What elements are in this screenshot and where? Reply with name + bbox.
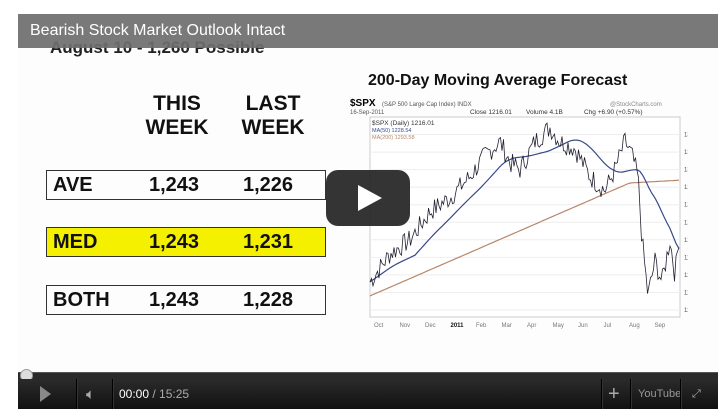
fullscreen-button[interactable]: ⤢	[692, 379, 701, 409]
y-tick-label: 1350	[684, 133, 688, 139]
ma200-line	[369, 179, 680, 297]
chart-close: Close 1216.01	[470, 109, 512, 116]
this-week-value: 1,243	[149, 289, 200, 311]
last-week-value: 1,226	[243, 174, 294, 196]
chart-title: 200-Day Moving Average Forecast	[368, 72, 628, 89]
x-tick-label: May	[553, 323, 564, 329]
time-display: 00:00 / 15:25	[119, 379, 189, 409]
y-tick-label: 1225	[684, 220, 688, 226]
chart-change: Chg +6.90 (+0.57%)	[584, 109, 643, 116]
play-icon	[40, 386, 51, 402]
watch-later-button[interactable]: +	[608, 379, 620, 409]
x-tick-label: Nov	[400, 323, 411, 329]
last-week-value: 1,231	[243, 231, 294, 253]
this-week-value: 1,243	[149, 231, 200, 253]
current-time: 00:00	[119, 387, 150, 401]
x-tick-label: Dec	[425, 323, 436, 329]
progress-bar[interactable]	[18, 372, 718, 379]
y-tick-label: 1200	[684, 238, 688, 244]
legend-ma50: MA(50) 1228.54	[372, 128, 411, 134]
x-tick-label: Mar	[502, 323, 512, 329]
stock-chart: $SPX (S&P 500 Large Cap Index) INDX @Sto…	[350, 98, 688, 329]
fullscreen-icon: ⤢	[692, 387, 701, 400]
video-title-bar: Bearish Stock Market Outlook Intact	[18, 14, 718, 48]
chart-volume: Volume 4.1B	[526, 109, 563, 116]
row-label: AVE	[53, 174, 93, 196]
y-tick-label: 1275	[684, 185, 688, 191]
y-tick-label: 1100	[684, 308, 688, 314]
x-tick-label: Oct	[374, 323, 384, 329]
header-this-week: THIS WEEK	[145, 92, 209, 139]
x-tick-label: Sep	[655, 323, 666, 329]
chart-source: @StockCharts.com	[610, 102, 662, 108]
chart-date: 16-Sep-2011	[350, 110, 385, 116]
x-tick-label: Aug	[629, 323, 640, 329]
x-tick-label: Feb	[476, 323, 487, 329]
video-player[interactable]: August 10 - 1,260 Possible Bearish Stock…	[18, 14, 718, 409]
control-bar: 🔈︎ 00:00 / 15:25 + YouTube ⤢	[18, 379, 718, 409]
duration: / 15:25	[152, 387, 190, 401]
row-both: BOTH 1,243 1,228	[46, 285, 326, 315]
plot-area	[369, 116, 681, 318]
x-tick-label: Jul	[604, 323, 612, 329]
speaker-icon: 🔈︎	[86, 385, 96, 403]
y-tick-label: 1150	[684, 273, 688, 279]
video-frame[interactable]: August 10 - 1,260 Possible Bearish Stock…	[18, 14, 718, 372]
youtube-logo[interactable]: YouTube	[638, 379, 681, 409]
y-tick-label: 1300	[684, 168, 688, 174]
row-med: MED 1,243 1,231	[46, 227, 326, 257]
youtube-logo-text: YouTube	[638, 388, 682, 400]
plus-icon: +	[608, 382, 620, 405]
play-button[interactable]	[40, 379, 51, 409]
chart-index-name: (S&P 500 Large Cap Index) INDX	[382, 102, 472, 108]
y-tick-label: 1325	[684, 150, 688, 156]
row-label: MED	[53, 231, 98, 253]
row-ave: AVE 1,243 1,226	[46, 170, 326, 200]
legend-ma200: MA(200) 1293.58	[372, 135, 415, 141]
this-week-value: 1,243	[149, 174, 200, 196]
x-tick-label: Apr	[527, 323, 536, 329]
play-overlay-button[interactable]	[326, 170, 410, 226]
y-tick-label: 1125	[684, 290, 688, 296]
chart-symbol: $SPX	[350, 98, 376, 109]
ma50-line	[369, 139, 680, 283]
price-line	[369, 122, 680, 294]
x-tick-label: Jun	[578, 323, 588, 329]
y-tick-label: 1250	[684, 203, 688, 209]
y-tick-label: 1175	[684, 255, 688, 261]
legend-price: $SPX (Daily) 1216.01	[372, 120, 435, 127]
x-tick-label: 2011	[451, 323, 465, 329]
volume-button[interactable]: 🔈︎	[86, 379, 95, 409]
row-label: BOTH	[53, 289, 110, 311]
last-week-value: 1,228	[243, 289, 294, 311]
video-title[interactable]: Bearish Stock Market Outlook Intact	[30, 22, 286, 39]
header-last-week: LAST WEEK	[241, 92, 305, 139]
